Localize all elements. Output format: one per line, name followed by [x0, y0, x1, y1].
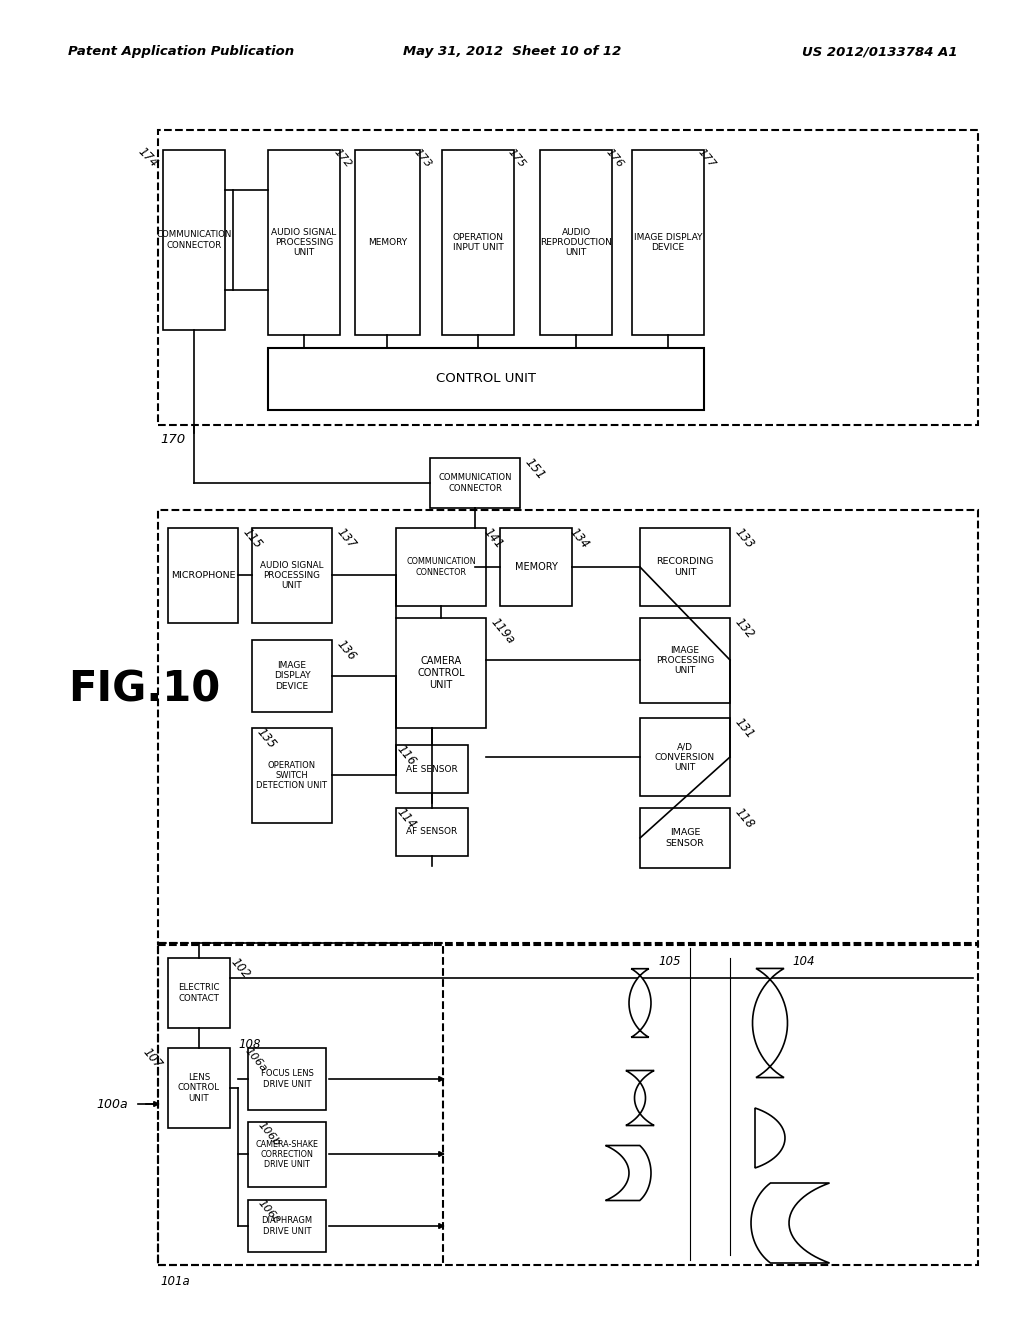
- Text: May 31, 2012  Sheet 10 of 12: May 31, 2012 Sheet 10 of 12: [402, 45, 622, 58]
- Bar: [355, 150, 420, 335]
- Bar: [640, 718, 730, 796]
- Text: 136: 136: [334, 638, 358, 664]
- Text: 133: 133: [732, 525, 757, 552]
- Text: 141: 141: [481, 525, 506, 552]
- Text: COMMUNICATION
CONNECTOR: COMMUNICATION CONNECTOR: [438, 474, 512, 492]
- Text: 104: 104: [792, 954, 814, 968]
- Text: AF SENSOR: AF SENSOR: [407, 828, 458, 837]
- Bar: [430, 458, 520, 508]
- Bar: [158, 510, 978, 945]
- Text: MEMORY: MEMORY: [515, 562, 557, 572]
- Text: AUDIO
REPRODUCTION
UNIT: AUDIO REPRODUCTION UNIT: [540, 227, 612, 257]
- Text: CONTROL UNIT: CONTROL UNIT: [436, 372, 536, 385]
- Text: CAMERA-SHAKE
CORRECTION
DRIVE UNIT: CAMERA-SHAKE CORRECTION DRIVE UNIT: [256, 1139, 318, 1170]
- Bar: [640, 528, 730, 606]
- Text: 170: 170: [160, 433, 185, 446]
- Text: 172: 172: [332, 147, 353, 170]
- Text: LENS
CONTROL
UNIT: LENS CONTROL UNIT: [178, 1073, 220, 1104]
- Text: IMAGE
DISPLAY
DEVICE: IMAGE DISPLAY DEVICE: [273, 661, 310, 690]
- Polygon shape: [605, 1146, 651, 1200]
- Text: 176: 176: [604, 147, 626, 170]
- Text: 119a: 119a: [488, 616, 517, 647]
- Bar: [500, 528, 572, 606]
- Text: OPERATION
INPUT UNIT: OPERATION INPUT UNIT: [453, 232, 504, 252]
- Text: 106c: 106c: [256, 1199, 282, 1225]
- Text: COMMUNICATION
CONNECTOR: COMMUNICATION CONNECTOR: [157, 230, 231, 249]
- Text: IMAGE
PROCESSING
UNIT: IMAGE PROCESSING UNIT: [655, 645, 714, 676]
- Bar: [168, 528, 238, 623]
- Polygon shape: [755, 1107, 785, 1168]
- Bar: [163, 150, 225, 330]
- Text: 173: 173: [412, 147, 433, 170]
- Text: 177: 177: [696, 147, 718, 170]
- Polygon shape: [626, 1071, 654, 1126]
- Bar: [540, 150, 612, 335]
- Text: A/D
CONVERSION
UNIT: A/D CONVERSION UNIT: [655, 742, 715, 772]
- Text: IMAGE
SENSOR: IMAGE SENSOR: [666, 829, 705, 847]
- Text: 175: 175: [506, 147, 527, 170]
- Bar: [248, 1122, 326, 1187]
- Text: 174: 174: [135, 145, 160, 170]
- Bar: [268, 348, 705, 411]
- Text: 106b: 106b: [256, 1119, 282, 1148]
- Bar: [640, 618, 730, 704]
- Bar: [640, 808, 730, 869]
- Text: COMMUNICATION
CONNECTOR: COMMUNICATION CONNECTOR: [407, 557, 476, 577]
- Text: RECORDING
UNIT: RECORDING UNIT: [656, 557, 714, 577]
- Text: MICROPHONE: MICROPHONE: [171, 572, 236, 579]
- Text: 115: 115: [240, 525, 264, 552]
- Bar: [168, 1048, 230, 1129]
- Text: ELECTRIC
CONTACT: ELECTRIC CONTACT: [178, 983, 220, 1003]
- Bar: [396, 528, 486, 606]
- Bar: [252, 640, 332, 711]
- Text: 137: 137: [334, 525, 358, 552]
- Bar: [158, 942, 443, 1265]
- Bar: [158, 129, 978, 425]
- Text: 102: 102: [228, 956, 253, 982]
- Text: MEMORY: MEMORY: [368, 238, 408, 247]
- Bar: [396, 744, 468, 793]
- Text: AUDIO SIGNAL
PROCESSING
UNIT: AUDIO SIGNAL PROCESSING UNIT: [271, 227, 337, 257]
- Text: IMAGE DISPLAY
DEVICE: IMAGE DISPLAY DEVICE: [634, 232, 702, 252]
- Text: 116: 116: [394, 743, 419, 768]
- Text: 106a: 106a: [243, 1045, 269, 1074]
- Bar: [396, 618, 486, 729]
- Bar: [268, 150, 340, 335]
- Polygon shape: [753, 969, 787, 1077]
- Text: FIG.10: FIG.10: [68, 669, 220, 711]
- Text: 151: 151: [522, 455, 548, 483]
- Text: 132: 132: [732, 616, 757, 642]
- Text: 105: 105: [658, 954, 681, 968]
- Text: 135: 135: [254, 726, 279, 751]
- Bar: [442, 150, 514, 335]
- Text: 118: 118: [732, 807, 757, 832]
- Polygon shape: [751, 1183, 829, 1263]
- Text: AUDIO SIGNAL
PROCESSING
UNIT: AUDIO SIGNAL PROCESSING UNIT: [260, 561, 324, 590]
- Bar: [396, 808, 468, 855]
- Bar: [252, 729, 332, 822]
- Text: FOCUS LENS
DRIVE UNIT: FOCUS LENS DRIVE UNIT: [260, 1069, 313, 1089]
- Text: 107: 107: [140, 1045, 165, 1072]
- Bar: [248, 1200, 326, 1251]
- Bar: [158, 942, 978, 1265]
- Polygon shape: [629, 969, 651, 1038]
- Text: OPERATION
SWITCH
DETECTION UNIT: OPERATION SWITCH DETECTION UNIT: [256, 760, 328, 791]
- Text: 114: 114: [394, 807, 419, 832]
- Bar: [252, 528, 332, 623]
- Text: 100a: 100a: [96, 1097, 128, 1110]
- Bar: [632, 150, 705, 335]
- Text: CAMERA
CONTROL
UNIT: CAMERA CONTROL UNIT: [417, 656, 465, 689]
- Text: 134: 134: [567, 525, 592, 552]
- Text: US 2012/0133784 A1: US 2012/0133784 A1: [803, 45, 958, 58]
- Text: AE SENSOR: AE SENSOR: [407, 764, 458, 774]
- Bar: [248, 1048, 326, 1110]
- Text: DIAPHRAGM
DRIVE UNIT: DIAPHRAGM DRIVE UNIT: [261, 1216, 312, 1236]
- Text: 101a: 101a: [160, 1275, 189, 1288]
- Text: 131: 131: [732, 715, 757, 742]
- Text: 108: 108: [238, 1038, 260, 1051]
- Bar: [168, 958, 230, 1028]
- Text: Patent Application Publication: Patent Application Publication: [68, 45, 294, 58]
